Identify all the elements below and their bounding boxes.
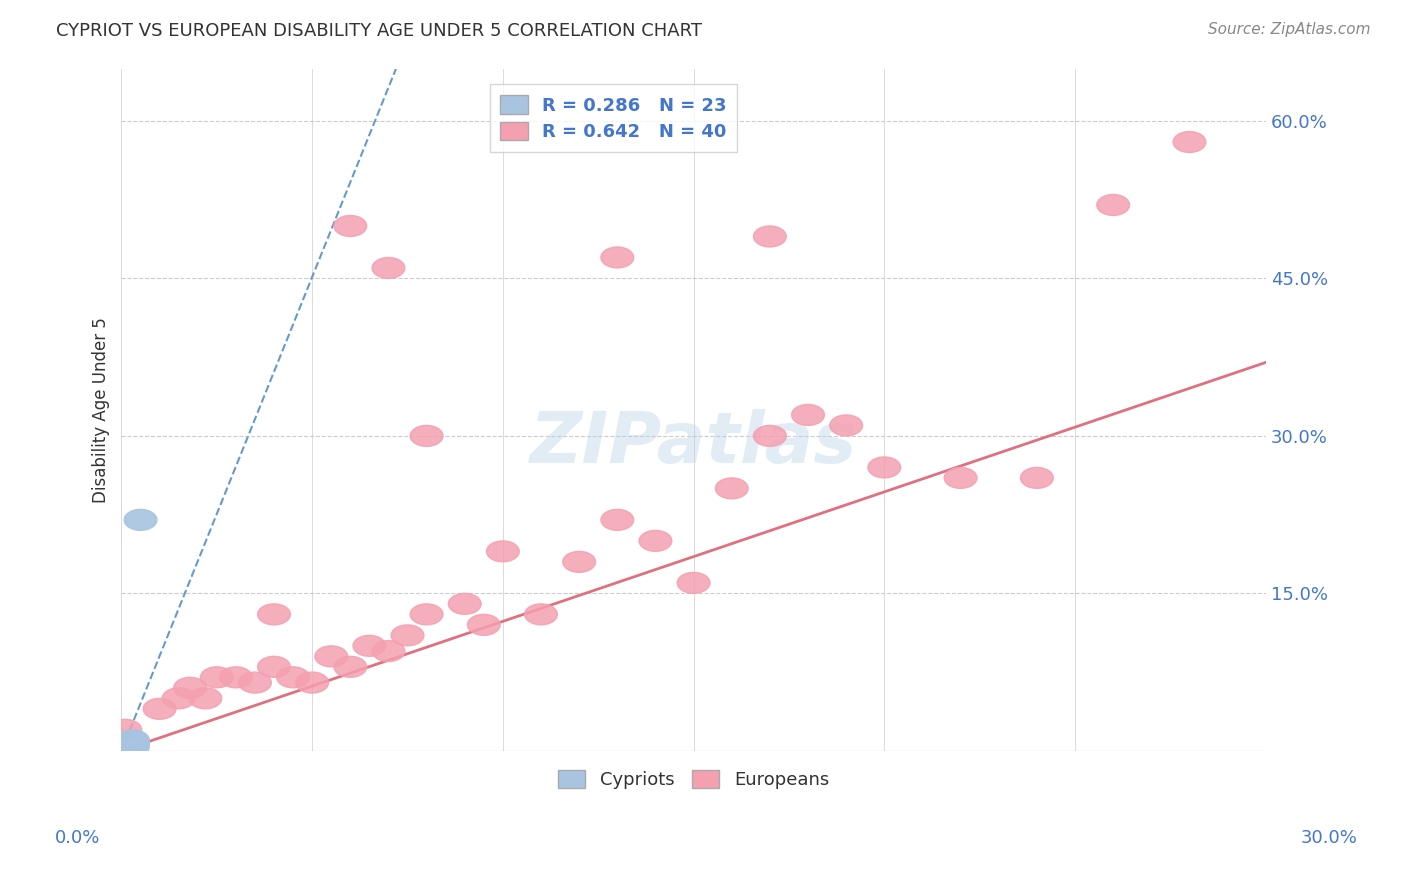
Ellipse shape (108, 737, 142, 758)
Ellipse shape (1021, 467, 1053, 489)
Ellipse shape (391, 624, 425, 646)
Ellipse shape (600, 509, 634, 531)
Legend: Cypriots, Europeans: Cypriots, Europeans (551, 763, 837, 797)
Ellipse shape (411, 604, 443, 624)
Ellipse shape (162, 688, 195, 709)
Ellipse shape (108, 739, 142, 759)
Ellipse shape (754, 425, 786, 446)
Ellipse shape (486, 541, 519, 562)
Ellipse shape (108, 733, 142, 754)
Ellipse shape (333, 216, 367, 236)
Ellipse shape (600, 247, 634, 268)
Ellipse shape (257, 657, 291, 677)
Ellipse shape (792, 404, 824, 425)
Ellipse shape (108, 736, 142, 757)
Ellipse shape (112, 737, 145, 758)
Ellipse shape (678, 573, 710, 593)
Text: ZIPatlas: ZIPatlas (530, 409, 858, 478)
Ellipse shape (108, 739, 142, 759)
Ellipse shape (524, 604, 557, 624)
Ellipse shape (373, 258, 405, 278)
Ellipse shape (112, 737, 145, 758)
Ellipse shape (562, 551, 596, 573)
Ellipse shape (277, 667, 309, 688)
Ellipse shape (239, 672, 271, 693)
Ellipse shape (830, 415, 862, 436)
Ellipse shape (295, 672, 329, 693)
Ellipse shape (868, 457, 901, 478)
Ellipse shape (108, 739, 142, 759)
Ellipse shape (112, 739, 145, 759)
Text: 30.0%: 30.0% (1301, 830, 1357, 847)
Ellipse shape (315, 646, 347, 667)
Ellipse shape (716, 478, 748, 499)
Ellipse shape (219, 667, 252, 688)
Ellipse shape (117, 732, 149, 753)
Text: Source: ZipAtlas.com: Source: ZipAtlas.com (1208, 22, 1371, 37)
Ellipse shape (257, 604, 291, 624)
Ellipse shape (117, 730, 149, 751)
Ellipse shape (201, 667, 233, 688)
Ellipse shape (467, 615, 501, 635)
Ellipse shape (117, 734, 149, 755)
Ellipse shape (108, 719, 142, 740)
Ellipse shape (112, 734, 145, 755)
Ellipse shape (112, 739, 145, 760)
Text: 0.0%: 0.0% (55, 830, 100, 847)
Ellipse shape (449, 593, 481, 615)
Ellipse shape (112, 735, 145, 756)
Ellipse shape (143, 698, 176, 719)
Ellipse shape (333, 657, 367, 677)
Ellipse shape (373, 640, 405, 662)
Ellipse shape (108, 737, 142, 758)
Ellipse shape (188, 688, 222, 709)
Ellipse shape (117, 736, 149, 757)
Y-axis label: Disability Age Under 5: Disability Age Under 5 (93, 317, 110, 502)
Ellipse shape (124, 509, 157, 531)
Ellipse shape (945, 467, 977, 489)
Ellipse shape (174, 677, 207, 698)
Ellipse shape (108, 737, 142, 758)
Ellipse shape (112, 735, 145, 756)
Ellipse shape (754, 226, 786, 247)
Ellipse shape (353, 635, 385, 657)
Ellipse shape (1173, 131, 1206, 153)
Ellipse shape (112, 732, 145, 753)
Ellipse shape (411, 425, 443, 446)
Ellipse shape (112, 736, 145, 757)
Ellipse shape (1097, 194, 1129, 216)
Text: CYPRIOT VS EUROPEAN DISABILITY AGE UNDER 5 CORRELATION CHART: CYPRIOT VS EUROPEAN DISABILITY AGE UNDER… (56, 22, 702, 40)
Ellipse shape (640, 531, 672, 551)
Ellipse shape (108, 739, 142, 760)
